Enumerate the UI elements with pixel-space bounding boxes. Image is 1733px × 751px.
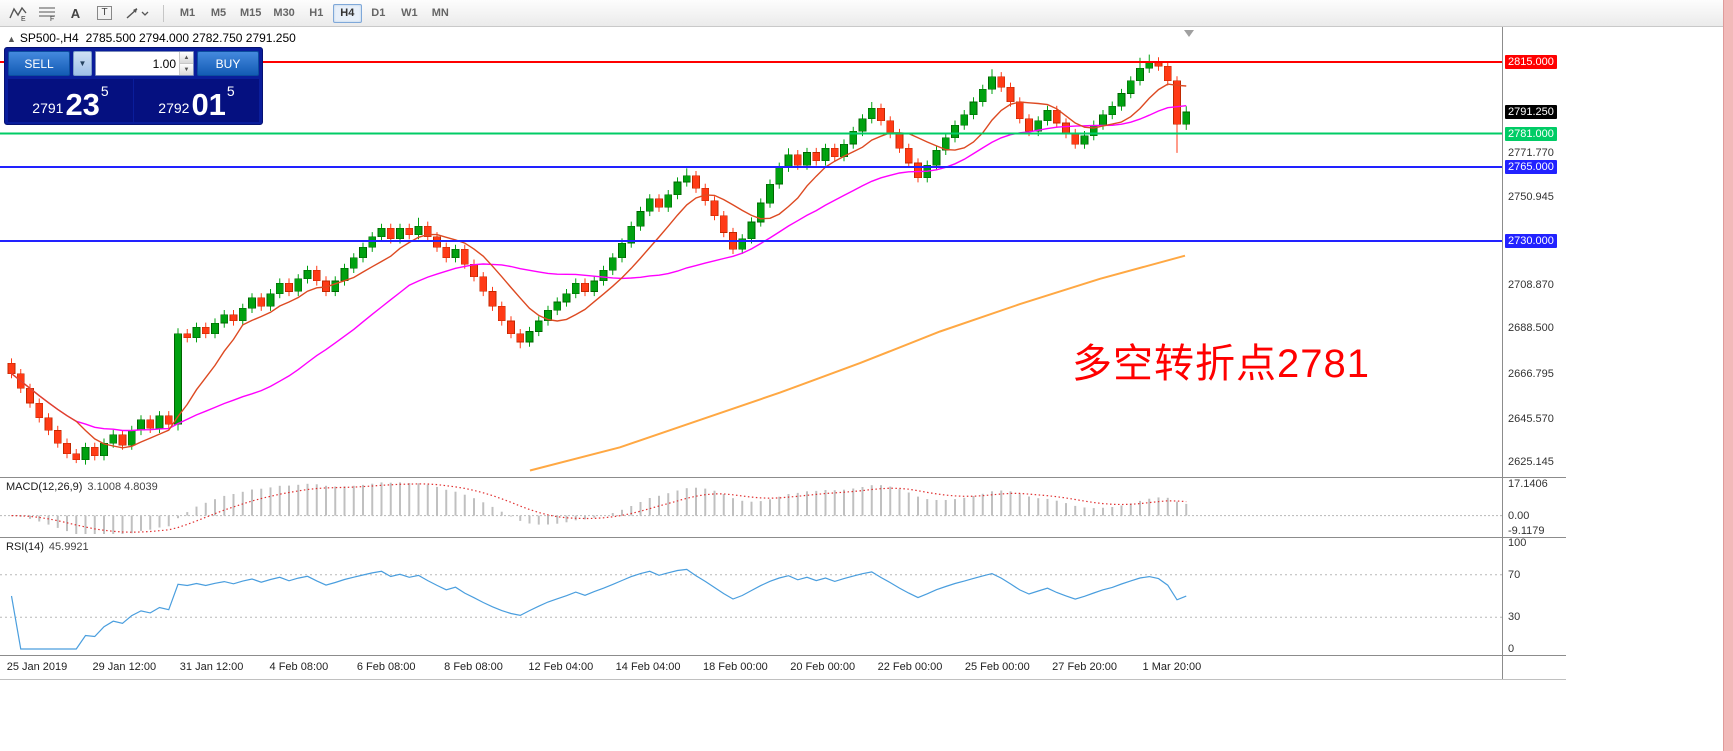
bottom-border bbox=[0, 679, 1566, 680]
timeframe-m15-button[interactable]: M15 bbox=[240, 7, 262, 19]
volume-input[interactable] bbox=[96, 52, 179, 75]
timeframe-group: M1 M5 M15 M30 H1 H4 D1 W1 MN bbox=[173, 3, 455, 23]
draw-shapes-icon[interactable] bbox=[120, 3, 154, 24]
time-axis-label: 12 Feb 04:00 bbox=[528, 661, 594, 673]
price-level-label: 2781.000 bbox=[1505, 126, 1557, 141]
fibonacci-lines-icon[interactable]: F bbox=[33, 3, 60, 24]
timeframe-h4-button[interactable]: H4 bbox=[332, 3, 362, 23]
price-chart-canvas[interactable] bbox=[0, 27, 1502, 477]
axis-border bbox=[1502, 27, 1503, 679]
buy-price-prefix: 2792 bbox=[158, 100, 190, 116]
time-axis[interactable]: 25 Jan 2019 29 Jan 12:00 31 Jan 12:00 4 Feb… bbox=[0, 655, 1502, 679]
chevron-down-icon: ▼ bbox=[78, 59, 87, 68]
rsi-axis-tick: 70 bbox=[1508, 568, 1521, 581]
volume-spinner: ▲ ▼ bbox=[179, 52, 193, 75]
sell-button[interactable]: SELL bbox=[8, 51, 70, 76]
symbol-period-label: SP500-,H4 bbox=[19, 31, 79, 45]
macd-axis-tick: 17.1406 bbox=[1508, 478, 1548, 490]
rsi-panel-canvas[interactable] bbox=[0, 537, 1502, 655]
chart-annotation-text: 多空转折点2781 bbox=[1072, 342, 1370, 386]
price-level-label: 2791.250 bbox=[1505, 104, 1557, 119]
time-axis-border bbox=[0, 655, 1566, 656]
price-level-label: 2730.000 bbox=[1505, 233, 1557, 248]
rsi-value: 45.9921 bbox=[48, 541, 89, 553]
buy-price-big: 01 bbox=[191, 86, 226, 122]
time-axis-label: 20 Feb 00:00 bbox=[790, 661, 856, 673]
macd-axis-tick: -9.1179 bbox=[1508, 525, 1545, 537]
timeframe-w1-button[interactable]: W1 bbox=[401, 7, 418, 19]
macd-values: 3.1008 4.8039 bbox=[87, 481, 158, 493]
volume-decrease-button[interactable]: ▼ bbox=[180, 64, 193, 75]
ohlc-values: 2785.500 2794.000 2782.750 2791.250 bbox=[85, 31, 296, 45]
time-axis-label: 4 Feb 08:00 bbox=[269, 661, 329, 673]
price-axis-tick: 2688.500 bbox=[1508, 322, 1554, 335]
price-axis-tick: 2750.945 bbox=[1508, 190, 1554, 203]
time-axis-label: 27 Feb 20:00 bbox=[1052, 661, 1118, 673]
time-axis-label: 1 Mar 20:00 bbox=[1142, 661, 1202, 673]
price-axis-tick: 2666.795 bbox=[1508, 368, 1554, 381]
macd-panel-canvas[interactable] bbox=[0, 477, 1502, 537]
toolbar-separator bbox=[163, 4, 164, 22]
price-axis-tick: 2708.870 bbox=[1508, 279, 1554, 292]
svg-text:F: F bbox=[50, 16, 54, 22]
timeframe-mn-button[interactable]: MN bbox=[431, 7, 449, 19]
sell-price-prefix: 2791 bbox=[32, 100, 64, 116]
rsi-axis-tick: 30 bbox=[1508, 611, 1521, 624]
one-click-trading-panel: SELL ▼ ▲ ▼ BUY 2791 23 5 2792 01 5 bbox=[4, 47, 263, 125]
timeframe-m1-button[interactable]: M1 bbox=[179, 7, 196, 19]
time-axis-label: 25 Feb 00:00 bbox=[964, 661, 1030, 673]
timeframe-m30-button[interactable]: M30 bbox=[273, 7, 295, 19]
time-axis-label: 8 Feb 08:00 bbox=[444, 661, 503, 673]
time-axis-label: 29 Jan 12:00 bbox=[92, 661, 157, 673]
sell-price-big: 23 bbox=[65, 86, 100, 122]
panel-splitter[interactable] bbox=[0, 537, 1566, 538]
time-axis-label: 31 Jan 12:00 bbox=[179, 661, 244, 673]
timeframe-h1-button[interactable]: H1 bbox=[309, 7, 324, 19]
buy-price-sup: 5 bbox=[226, 83, 235, 99]
timeframe-d1-button[interactable]: D1 bbox=[371, 7, 386, 19]
chart-shift-marker-icon[interactable] bbox=[1184, 30, 1194, 37]
volume-dropdown-button[interactable]: ▼ bbox=[73, 51, 92, 76]
macd-name: MACD(12,26,9) bbox=[6, 481, 83, 493]
text-annotation-icon[interactable]: A bbox=[70, 5, 81, 21]
price-axis-tick: 2771.770 bbox=[1508, 146, 1554, 159]
price-axis-tick: 2645.570 bbox=[1508, 412, 1554, 425]
volume-field: ▲ ▼ bbox=[95, 51, 194, 76]
window-edge-strip bbox=[1723, 0, 1733, 751]
buy-price-display[interactable]: 2792 01 5 bbox=[134, 79, 259, 122]
svg-text:E: E bbox=[21, 16, 26, 22]
macd-indicator-label: MACD(12,26,9) 3.1008 4.8039 bbox=[6, 481, 158, 493]
panel-splitter[interactable] bbox=[0, 477, 1566, 478]
rsi-name: RSI(14) bbox=[6, 541, 44, 553]
time-axis-label: 6 Feb 08:00 bbox=[356, 661, 416, 673]
time-axis-label: 18 Feb 00:00 bbox=[702, 661, 768, 673]
price-level-label: 2815.000 bbox=[1505, 54, 1557, 69]
collapse-panel-icon[interactable]: ▲ bbox=[7, 34, 16, 44]
time-axis-label: 14 Feb 04:00 bbox=[615, 661, 681, 673]
sell-price-display[interactable]: 2791 23 5 bbox=[8, 79, 133, 122]
price-level-label: 2765.000 bbox=[1505, 160, 1557, 175]
text-box-icon[interactable]: T bbox=[91, 3, 118, 24]
rsi-axis-tick: 100 bbox=[1508, 537, 1527, 549]
symbol-header: ▲ SP500-,H4 2785.500 2794.000 2782.750 279… bbox=[7, 31, 296, 45]
time-axis-label: 25 Jan 2019 bbox=[6, 661, 68, 673]
buy-button[interactable]: BUY bbox=[197, 51, 259, 76]
zigzag-line-icon[interactable]: E bbox=[4, 3, 31, 24]
volume-increase-button[interactable]: ▲ bbox=[180, 52, 193, 64]
sell-price-sup: 5 bbox=[100, 83, 109, 99]
rsi-indicator-label: RSI(14) 45.9921 bbox=[6, 541, 89, 553]
price-axis-tick: 2625.145 bbox=[1508, 455, 1554, 468]
price-axis[interactable]: 2815.000 2791.250 2781.000 2771.770 2765.000… bbox=[1503, 0, 1566, 679]
timeframe-m5-button[interactable]: M5 bbox=[210, 7, 227, 19]
rsi-axis-tick: 0 bbox=[1508, 643, 1515, 655]
time-axis-label: 22 Feb 00:00 bbox=[877, 661, 943, 673]
macd-axis-tick: 0.00 bbox=[1508, 509, 1530, 522]
